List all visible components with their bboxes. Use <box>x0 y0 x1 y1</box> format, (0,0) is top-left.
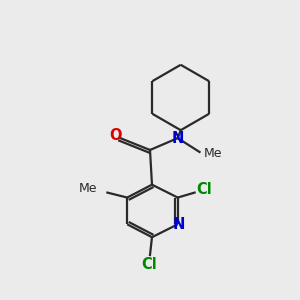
Text: N: N <box>172 130 184 146</box>
Text: Me: Me <box>79 182 98 195</box>
Text: Cl: Cl <box>196 182 212 197</box>
Text: O: O <box>109 128 122 142</box>
Text: Cl: Cl <box>141 257 157 272</box>
Text: N: N <box>172 217 185 232</box>
Text: Me: Me <box>203 148 222 160</box>
